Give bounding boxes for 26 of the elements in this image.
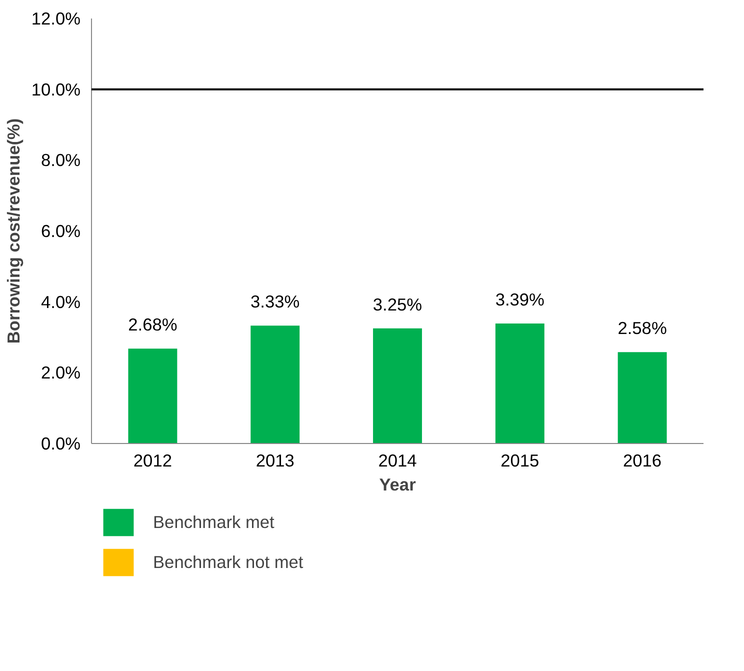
y-axis-title: Borrowing cost/revenue(%): [3, 118, 24, 344]
x-axis-title: Year: [379, 474, 416, 494]
y-tick-label: 0.0%: [41, 434, 81, 454]
y-tick-label: 6.0%: [41, 221, 81, 241]
x-tick-label: 2016: [623, 450, 662, 470]
y-tick-label: 4.0%: [41, 292, 81, 312]
data-label: 3.39%: [495, 289, 544, 310]
bar: [618, 352, 667, 444]
y-tick-label: 10.0%: [31, 79, 81, 100]
y-tick-label: 2.0%: [41, 362, 81, 383]
bar: [250, 326, 300, 444]
data-label: 2.68%: [128, 314, 178, 335]
x-tick-label: 2012: [133, 450, 172, 470]
data-label: 3.33%: [250, 292, 300, 312]
bar: [373, 328, 422, 444]
x-tick-label: 2014: [378, 450, 418, 470]
bar: [128, 348, 178, 444]
x-tick-label: 2015: [500, 450, 540, 470]
data-label: 3.25%: [372, 294, 422, 314]
y-tick-label: 12.0%: [31, 8, 81, 28]
legend-label: Benchmark not met: [153, 552, 304, 572]
y-tick-label: 8.0%: [41, 150, 81, 170]
legend-label: Benchmark met: [153, 512, 274, 532]
bar: [495, 323, 544, 444]
data-label: 2.58%: [618, 318, 667, 338]
x-tick-label: 2013: [256, 450, 294, 470]
